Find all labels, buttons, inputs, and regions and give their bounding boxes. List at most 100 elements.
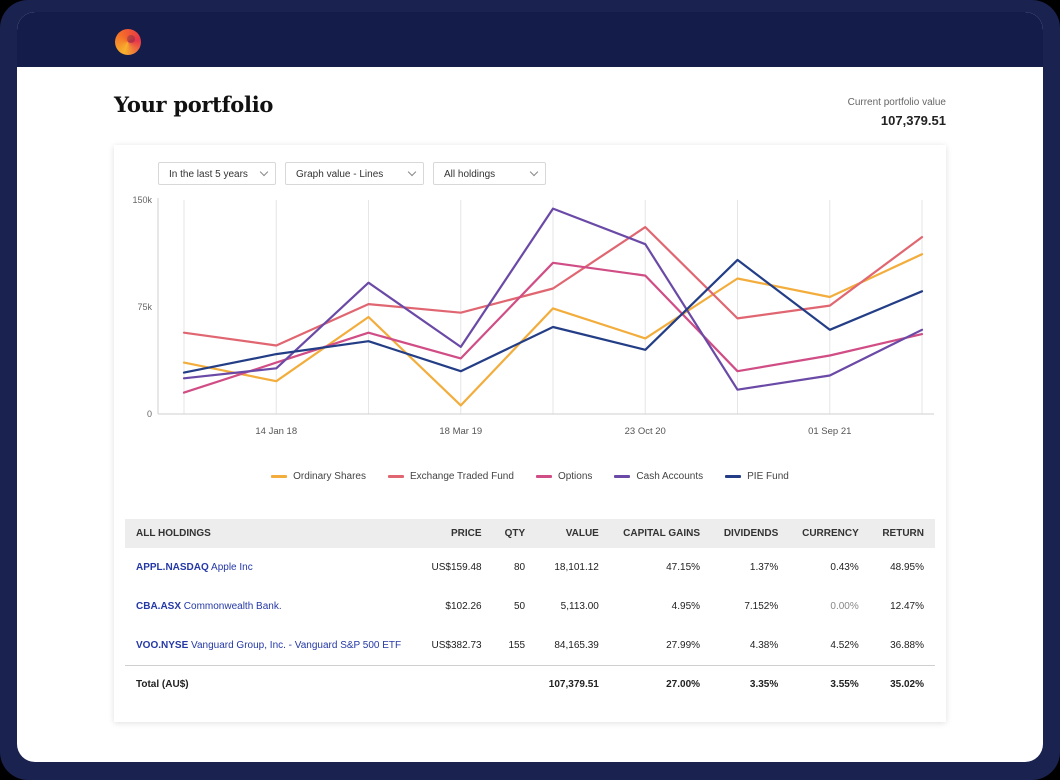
- chevron-down-icon: [259, 167, 269, 177]
- col-header-qty[interactable]: QTY: [492, 519, 537, 548]
- value-cell: 5,113.00: [560, 601, 599, 612]
- holdings-select-label: All holdings: [444, 169, 496, 180]
- legend-item[interactable]: Cash Accounts: [614, 471, 703, 482]
- table-row[interactable]: APPL.NASDAQ Apple Inc US$159.48 80 18,10…: [125, 548, 935, 587]
- portfolio-line-chart: 150k 75k 0 14 Jan 18 18 Mar 19 23 Oct 20 01 Se…: [114, 195, 946, 485]
- y-tick-label: 75k: [137, 302, 152, 312]
- price-cell: $102.26: [445, 601, 482, 612]
- legend-item[interactable]: Exchange Traded Fund: [387, 471, 514, 482]
- legend-swatch: [614, 475, 631, 478]
- table-row[interactable]: CBA.ASX Commonwealth Bank. $102.26 50 5,…: [125, 587, 935, 626]
- chart-svg: 150k 75k 0 14 Jan 18 18 Mar 19 23 Oct 20 01 Se…: [132, 195, 934, 437]
- table-header-row: ALL HOLDINGS PRICE QTY VALUE CAPITAL GAI…: [125, 519, 935, 548]
- empty-cell: [418, 664, 493, 704]
- col-header-return[interactable]: RETURN: [869, 519, 935, 548]
- x-tick-label: 18 Mar 19: [439, 426, 482, 437]
- table-row[interactable]: VOO.NYSE Vanguard Group, Inc. - Vanguard…: [125, 626, 935, 665]
- legend-label: PIE Fund: [747, 471, 789, 482]
- graph-value-select-label: Graph value - Lines: [296, 169, 384, 180]
- legend-label: Ordinary Shares: [293, 471, 366, 482]
- col-header-price[interactable]: PRICE: [418, 519, 493, 548]
- total-value-cell: 107,379.51: [536, 664, 610, 704]
- legend-item[interactable]: Options: [535, 471, 593, 482]
- holding-name-link[interactable]: Vanguard Group, Inc. - Vanguard S&P 500 …: [191, 639, 402, 651]
- legend-swatch: [271, 475, 288, 478]
- value-cell: 18,101.12: [554, 562, 599, 573]
- capital-gains-cell: 47.15%: [666, 562, 701, 573]
- holding-cell: APPL.NASDAQ Apple Inc: [125, 548, 419, 587]
- holding-name-link[interactable]: Commonwealth Bank.: [183, 601, 282, 612]
- table-total-row: Total (AU$) 107,379.51 27.00% 3.35% 3.55…: [125, 664, 935, 704]
- graph-value-select[interactable]: Graph value - Lines: [285, 162, 424, 185]
- capital-gains-cell: 4.95%: [671, 601, 701, 612]
- capital-gains-cell: 27.99%: [666, 639, 701, 651]
- chart-filters: In the last 5 years Graph value - Lines …: [158, 162, 546, 185]
- holding-ticker-link[interactable]: APPL.NASDAQ: [136, 562, 209, 573]
- col-header-currency[interactable]: CURRENCY: [789, 519, 870, 548]
- total-capital-gains-cell: 27.00%: [609, 664, 712, 704]
- total-return-cell: 35.02%: [869, 664, 935, 704]
- holdings-select[interactable]: All holdings: [433, 162, 546, 185]
- empty-cell: [492, 664, 537, 704]
- top-navigation-bar: [17, 12, 1043, 67]
- legend-swatch: [387, 475, 404, 478]
- brand-logo-icon[interactable]: [115, 29, 141, 55]
- legend-item[interactable]: Ordinary Shares: [271, 471, 366, 482]
- time-range-select[interactable]: In the last 5 years: [158, 162, 276, 185]
- return-cell: 36.88%: [890, 639, 924, 651]
- legend-label: Options: [557, 471, 593, 482]
- total-currency-cell: 3.55%: [789, 664, 870, 704]
- qty-cell: 80: [514, 562, 526, 573]
- price-cell: US$159.48: [431, 562, 482, 573]
- holding-name-link[interactable]: Apple Inc: [211, 562, 253, 573]
- value-cell: 84,165.39: [554, 639, 599, 651]
- col-header-dividends[interactable]: DIVIDENDS: [711, 519, 790, 548]
- y-tick-label: 150k: [132, 195, 152, 205]
- currency-cell: 0.43%: [830, 562, 859, 573]
- total-dividends-cell: 3.35%: [711, 664, 790, 704]
- legend-item[interactable]: PIE Fund: [725, 471, 789, 482]
- chevron-down-icon: [529, 167, 539, 177]
- return-cell: 12.47%: [890, 601, 924, 612]
- dividends-cell: 7.152%: [744, 601, 779, 612]
- legend-swatch: [535, 475, 552, 478]
- time-range-select-label: In the last 5 years: [169, 169, 248, 180]
- series-line-cash-accounts: [182, 207, 924, 391]
- portfolio-card: In the last 5 years Graph value - Lines …: [114, 145, 946, 722]
- x-tick-label: 23 Oct 20: [625, 426, 666, 437]
- holdings-table: ALL HOLDINGS PRICE QTY VALUE CAPITAL GAI…: [125, 519, 935, 704]
- holding-ticker-link[interactable]: VOO.NYSE: [136, 639, 189, 651]
- qty-cell: 155: [508, 639, 526, 651]
- return-cell: 48.95%: [890, 562, 924, 573]
- legend-swatch: [725, 475, 742, 478]
- currency-cell: 4.52%: [830, 639, 859, 651]
- col-header-capital-gains[interactable]: CAPITAL GAINS: [609, 519, 712, 548]
- currency-cell: 0.00%: [830, 601, 859, 612]
- col-header-value[interactable]: VALUE: [536, 519, 610, 548]
- dividends-cell: 4.38%: [749, 639, 779, 651]
- series-line-exchange-traded-fund: [182, 225, 924, 347]
- holding-cell: VOO.NYSE Vanguard Group, Inc. - Vanguard…: [125, 626, 419, 665]
- price-cell: US$382.73: [431, 639, 482, 651]
- legend-label: Cash Accounts: [636, 471, 704, 482]
- series-line-options: [182, 261, 924, 394]
- portfolio-value-label: Current portfolio value: [847, 97, 946, 108]
- col-header-holdings[interactable]: ALL HOLDINGS: [125, 519, 419, 548]
- page-title: Your portfolio: [114, 92, 274, 117]
- x-tick-label: 01 Sep 21: [808, 426, 851, 437]
- holding-ticker-link[interactable]: CBA.ASX: [136, 601, 182, 612]
- portfolio-value: 107,379.51: [880, 113, 946, 128]
- qty-cell: 50: [514, 601, 526, 612]
- series-line-ordinary-shares: [182, 253, 924, 407]
- series-line-pie-fund: [182, 258, 924, 374]
- chart-legend: Ordinary Shares Exchange Traded Fund Optio…: [114, 471, 946, 482]
- chevron-down-icon: [407, 167, 417, 177]
- y-tick-label: 0: [147, 409, 152, 419]
- app-screen: Your portfolio Current portfolio value 1…: [17, 12, 1043, 762]
- dividends-cell: 1.37%: [749, 562, 779, 573]
- holding-cell: CBA.ASX Commonwealth Bank.: [125, 587, 419, 626]
- x-tick-label: 14 Jan 18: [255, 426, 297, 437]
- total-label: Total (AU$): [125, 664, 419, 704]
- legend-label: Exchange Traded Fund: [409, 471, 514, 482]
